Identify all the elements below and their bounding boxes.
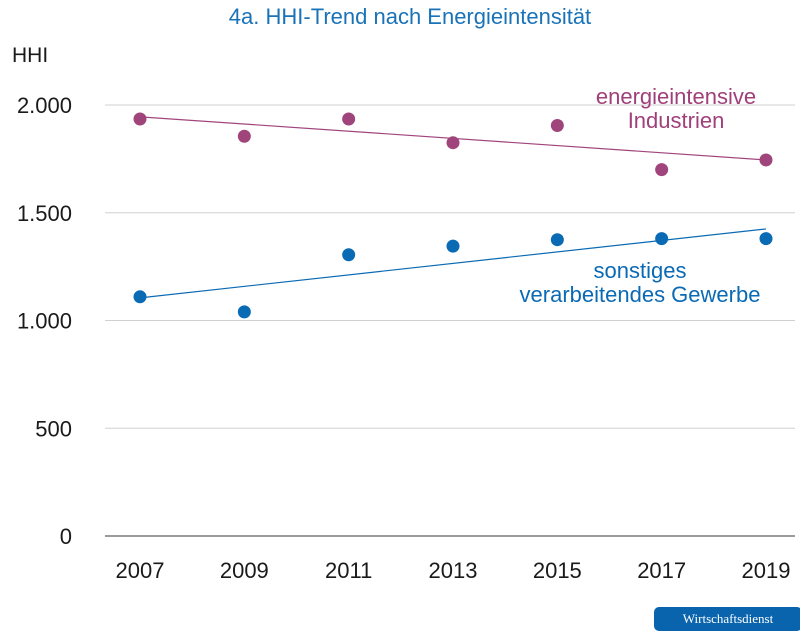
- y-tick-label: 0: [60, 524, 72, 549]
- data-point: [342, 248, 356, 262]
- series-labels: energieintensive Industrien sonstiges verar…: [520, 84, 761, 307]
- x-tick-label: 2013: [429, 558, 478, 583]
- data-point: [237, 129, 251, 143]
- data-point: [759, 153, 773, 167]
- series-label-line: Industrien: [628, 108, 725, 133]
- data-point: [759, 232, 773, 246]
- gridlines: [105, 104, 795, 537]
- y-tick-labels: 0 500 1.000 1.500 2.000: [17, 93, 72, 549]
- y-tick-label: 1.500: [17, 201, 72, 226]
- series-label-line: verarbeitendes Gewerbe: [520, 282, 761, 307]
- chart-title: 4a. HHI-Trend nach Energieintensität: [229, 4, 591, 29]
- x-tick-label: 2017: [637, 558, 686, 583]
- x-tick-label: 2009: [220, 558, 269, 583]
- data-point: [446, 136, 460, 150]
- data-point: [133, 112, 147, 126]
- data-point: [133, 290, 147, 304]
- wirtschaftsdienst-badge: Wirtschaftsdienst: [654, 607, 800, 631]
- data-point: [237, 305, 251, 319]
- data-points: [133, 112, 773, 319]
- y-tick-label: 2.000: [17, 93, 72, 118]
- series-label-line: energieintensive: [596, 84, 756, 109]
- x-tick-label: 2007: [116, 558, 165, 583]
- series-label: sonstiges verarbeitendes Gewerbe: [520, 258, 761, 307]
- x-tick-label: 2019: [742, 558, 791, 583]
- x-tick-label: 2011: [325, 558, 372, 583]
- y-tick-label: 500: [35, 416, 72, 441]
- data-point: [550, 118, 564, 132]
- y-axis-label: HHI: [12, 44, 48, 67]
- data-point: [655, 232, 669, 246]
- y-tick-label: 1.000: [17, 309, 72, 334]
- data-point: [550, 233, 564, 247]
- data-point: [446, 239, 460, 253]
- data-point: [655, 163, 669, 177]
- x-tick-labels: 2007 2009 2011 2013 2015 2017 2019: [116, 558, 791, 583]
- x-tick-label: 2015: [533, 558, 582, 583]
- data-point: [342, 112, 356, 126]
- series-label-line: sonstiges: [594, 258, 687, 283]
- series-label: energieintensive Industrien: [596, 84, 756, 133]
